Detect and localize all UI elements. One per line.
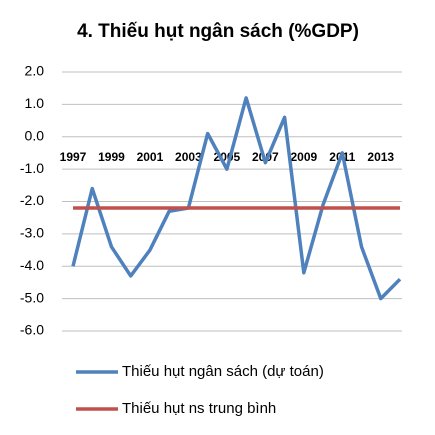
- y-tick-label: -2.0: [20, 192, 44, 208]
- x-tick-label: 2013: [367, 150, 394, 164]
- y-tick-label: 1.0: [25, 95, 45, 111]
- x-tick-label: 2007: [252, 150, 279, 164]
- x-tick-label: 2003: [175, 150, 202, 164]
- y-tick-label: -1.0: [20, 160, 44, 176]
- y-tick-label: -5.0: [20, 289, 44, 305]
- y-tick-label: 2.0: [25, 63, 45, 79]
- x-tick-label: 1997: [60, 150, 87, 164]
- x-tick-label: 2001: [137, 150, 164, 164]
- x-tick-label: 2009: [290, 150, 317, 164]
- legend-label: Thiếu hụt ns trung bình: [122, 400, 276, 417]
- y-tick-label: 0.0: [25, 127, 45, 143]
- x-tick-label: 1999: [98, 150, 125, 164]
- y-tick-label: -6.0: [20, 322, 44, 338]
- chart-title: 4. Thiếu hụt ngân sách (%GDP): [77, 21, 359, 42]
- legend-label: Thiếu hụt ngân sách (dự toán): [122, 363, 324, 380]
- y-tick-label: -3.0: [20, 225, 44, 241]
- y-tick-label: -4.0: [20, 257, 44, 273]
- data-line: [71, 96, 402, 301]
